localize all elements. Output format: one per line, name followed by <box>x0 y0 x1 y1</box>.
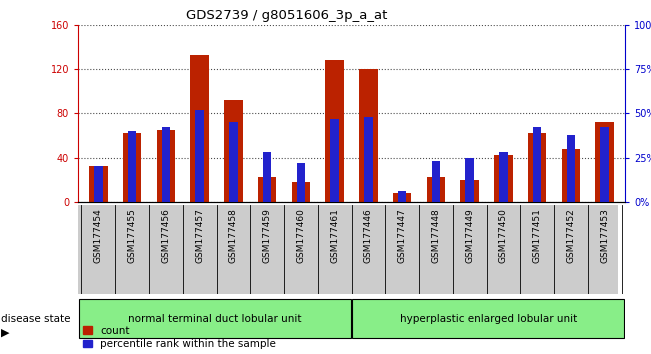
Bar <box>263 152 271 202</box>
Bar <box>460 180 479 202</box>
Bar <box>426 177 445 202</box>
Bar <box>157 130 175 202</box>
Legend: count, percentile rank within the sample: count, percentile rank within the sample <box>83 326 276 349</box>
Text: GSM177460: GSM177460 <box>296 208 305 263</box>
Text: GSM177459: GSM177459 <box>262 208 271 263</box>
Bar <box>533 127 542 202</box>
Text: GSM177458: GSM177458 <box>229 208 238 263</box>
Bar <box>465 158 474 202</box>
Text: GSM177451: GSM177451 <box>533 208 542 263</box>
Text: ▶: ▶ <box>1 328 9 338</box>
Text: GSM177446: GSM177446 <box>364 208 373 263</box>
Bar <box>195 110 204 202</box>
Text: GSM177449: GSM177449 <box>465 208 474 263</box>
Bar <box>297 163 305 202</box>
FancyBboxPatch shape <box>352 299 624 338</box>
Bar <box>331 119 339 202</box>
Bar <box>596 122 614 202</box>
Bar <box>528 133 546 202</box>
Bar <box>258 177 277 202</box>
Text: normal terminal duct lobular unit: normal terminal duct lobular unit <box>128 314 301 324</box>
FancyBboxPatch shape <box>79 299 351 338</box>
Bar <box>562 149 580 202</box>
Bar <box>364 117 372 202</box>
Bar <box>224 100 243 202</box>
Text: GSM177455: GSM177455 <box>128 208 137 263</box>
Bar <box>128 131 136 202</box>
Text: GSM177452: GSM177452 <box>566 208 575 263</box>
Text: hyperplastic enlarged lobular unit: hyperplastic enlarged lobular unit <box>400 314 577 324</box>
Bar <box>292 182 310 202</box>
Bar <box>190 55 209 202</box>
Bar <box>432 161 440 202</box>
Bar <box>161 127 170 202</box>
Bar <box>326 60 344 202</box>
Bar <box>94 166 103 202</box>
Bar <box>567 135 575 202</box>
Bar <box>398 191 406 202</box>
Text: disease state: disease state <box>1 314 70 324</box>
Text: GSM177453: GSM177453 <box>600 208 609 263</box>
Bar <box>359 69 378 202</box>
Bar <box>600 127 609 202</box>
Text: GSM177454: GSM177454 <box>94 208 103 263</box>
Bar <box>494 155 513 202</box>
Bar <box>89 166 107 202</box>
Text: GSM177456: GSM177456 <box>161 208 171 263</box>
Bar <box>499 152 508 202</box>
Text: GSM177447: GSM177447 <box>398 208 407 263</box>
Text: GDS2739 / g8051606_3p_a_at: GDS2739 / g8051606_3p_a_at <box>186 9 387 22</box>
Text: GSM177450: GSM177450 <box>499 208 508 263</box>
Bar <box>123 133 141 202</box>
Bar <box>229 122 238 202</box>
Text: GSM177448: GSM177448 <box>432 208 441 263</box>
Text: GSM177457: GSM177457 <box>195 208 204 263</box>
Bar <box>393 193 411 202</box>
Text: GSM177461: GSM177461 <box>330 208 339 263</box>
